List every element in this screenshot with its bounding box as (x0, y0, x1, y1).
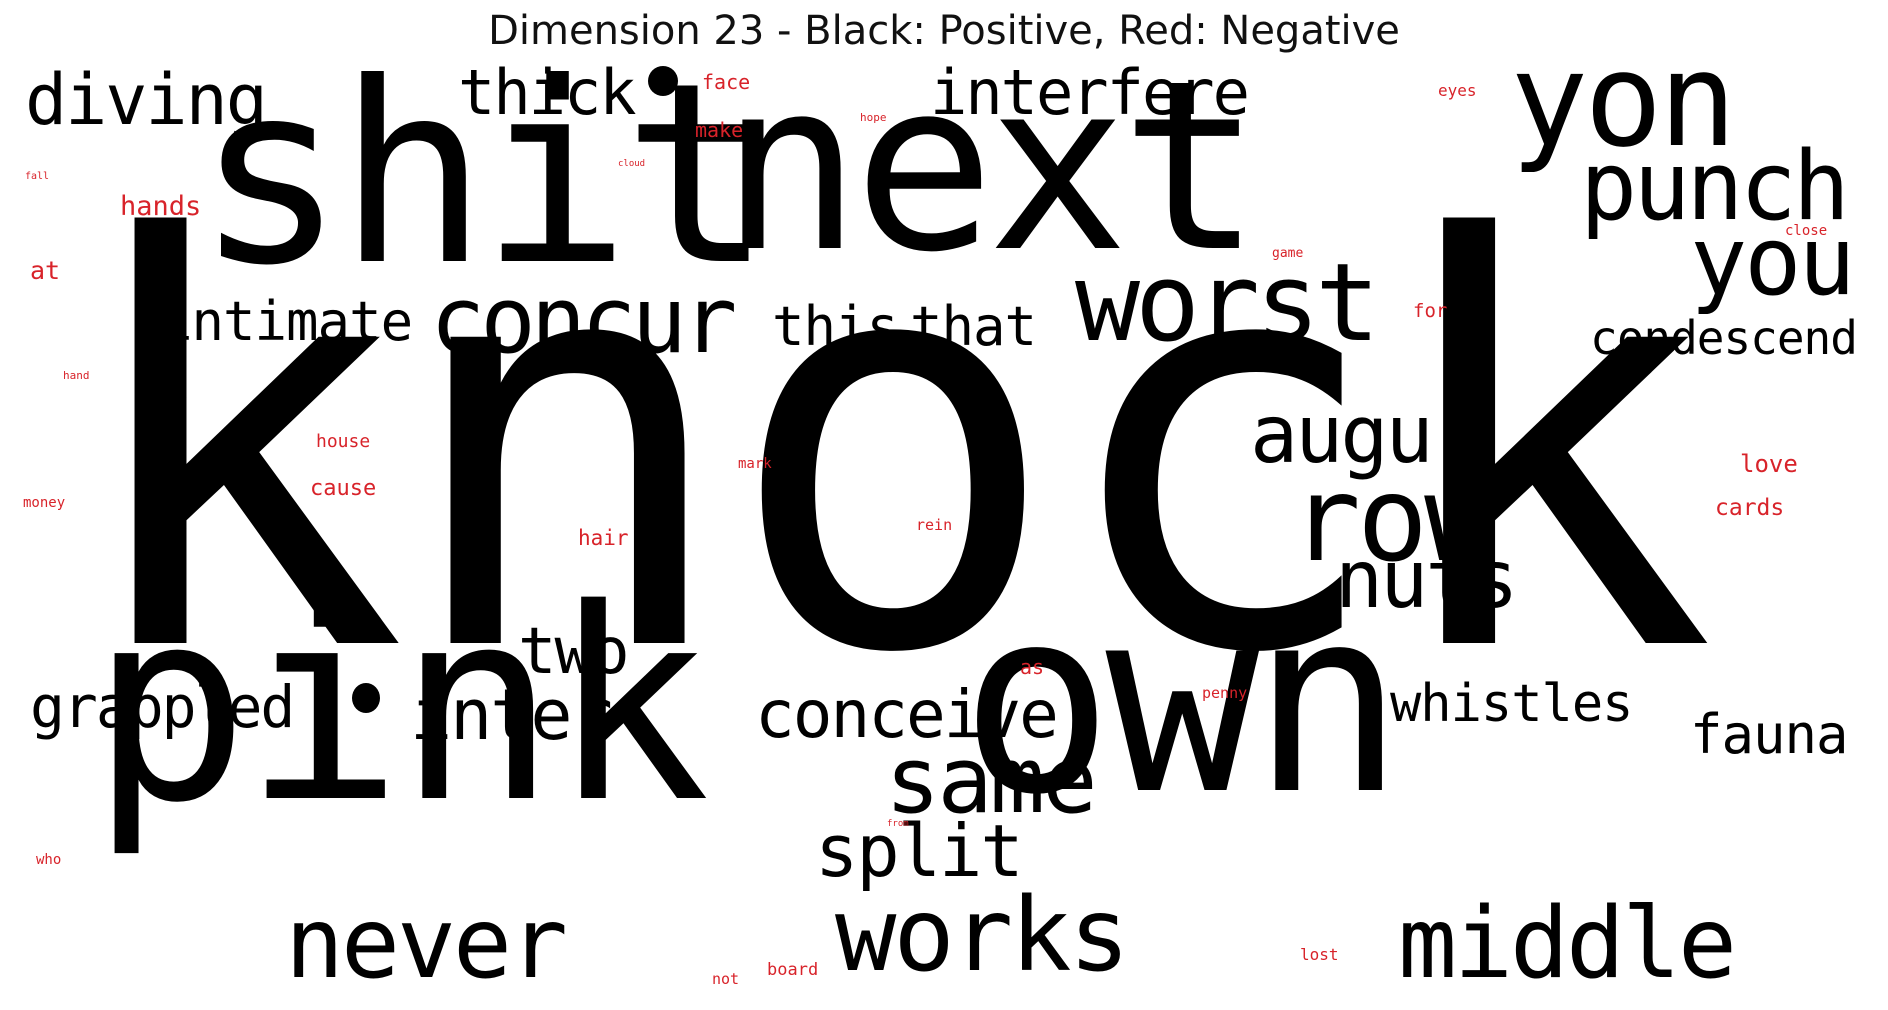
word-inter: inter (410, 674, 613, 756)
word-middle: middle (1398, 887, 1737, 1001)
word-augur: augur (1250, 388, 1479, 481)
word-grappled: grappled (30, 673, 295, 741)
word-same: same (885, 727, 1098, 834)
word-this: this (772, 295, 899, 358)
word-fauna: fauna (1690, 703, 1849, 766)
word-at: at (30, 256, 61, 285)
word-hands: hands (120, 191, 202, 222)
word-from: from (887, 819, 909, 829)
word-lost: lost (1300, 945, 1339, 964)
word-diving: diving (25, 59, 268, 141)
word-next: next (720, 31, 1262, 304)
word-whistles: whistles (1390, 674, 1633, 734)
word-hope: hope (860, 111, 887, 124)
word-rein: rein (916, 516, 953, 534)
word-not: not (712, 970, 740, 988)
word-two: two (518, 615, 630, 689)
word-thick: thick (458, 56, 637, 129)
word-make: make (695, 118, 744, 142)
word-who: who (36, 852, 62, 868)
word-intimate: intimate (160, 290, 413, 353)
word-cloud: cloud (618, 159, 646, 169)
word-interfere: interfere (930, 56, 1250, 129)
word-hand: hand (63, 369, 90, 382)
word-works: works (835, 876, 1130, 995)
word-you: you (1690, 207, 1856, 317)
word-mark: mark (738, 456, 772, 472)
word-house: house (316, 431, 371, 452)
word-that: that (910, 295, 1037, 358)
word-conceive: conceive (755, 676, 1059, 753)
word-fall: fall (25, 171, 50, 182)
word-cause: cause (310, 476, 377, 501)
word-hair: hair (578, 526, 629, 550)
word-worst: worst (1075, 241, 1380, 366)
word-never: never (285, 887, 568, 1001)
word-game: game (1272, 246, 1304, 261)
word-face: face (702, 70, 751, 94)
word-board: board (767, 960, 819, 980)
word-condescend: condescend (1590, 311, 1858, 365)
word-row: row (1290, 450, 1495, 588)
word-shit: shit (195, 29, 773, 320)
word-split: split (815, 809, 1024, 893)
word-eyes: eyes (1438, 81, 1477, 100)
chart-title: Dimension 23 - Black: Positive, Red: Neg… (488, 8, 1400, 54)
word-concur: concur (430, 267, 737, 374)
dot-top (648, 66, 678, 96)
word-pink: pink (90, 553, 710, 861)
word-close: close (1785, 223, 1828, 239)
word-money: money (23, 495, 66, 511)
word-knock: knock (70, 124, 1716, 776)
word-nuts: nuts (1335, 533, 1519, 626)
dot-middle (352, 683, 380, 713)
word-penny: penny (1202, 684, 1248, 702)
word-for: for (1413, 300, 1448, 322)
word-punch: punch (1580, 132, 1850, 242)
word-yon: yon (1510, 24, 1737, 176)
word-cards: cards (1715, 495, 1785, 521)
word-own: own (960, 554, 1405, 851)
word-as: as (1020, 655, 1045, 679)
word-love: love (1740, 450, 1798, 478)
